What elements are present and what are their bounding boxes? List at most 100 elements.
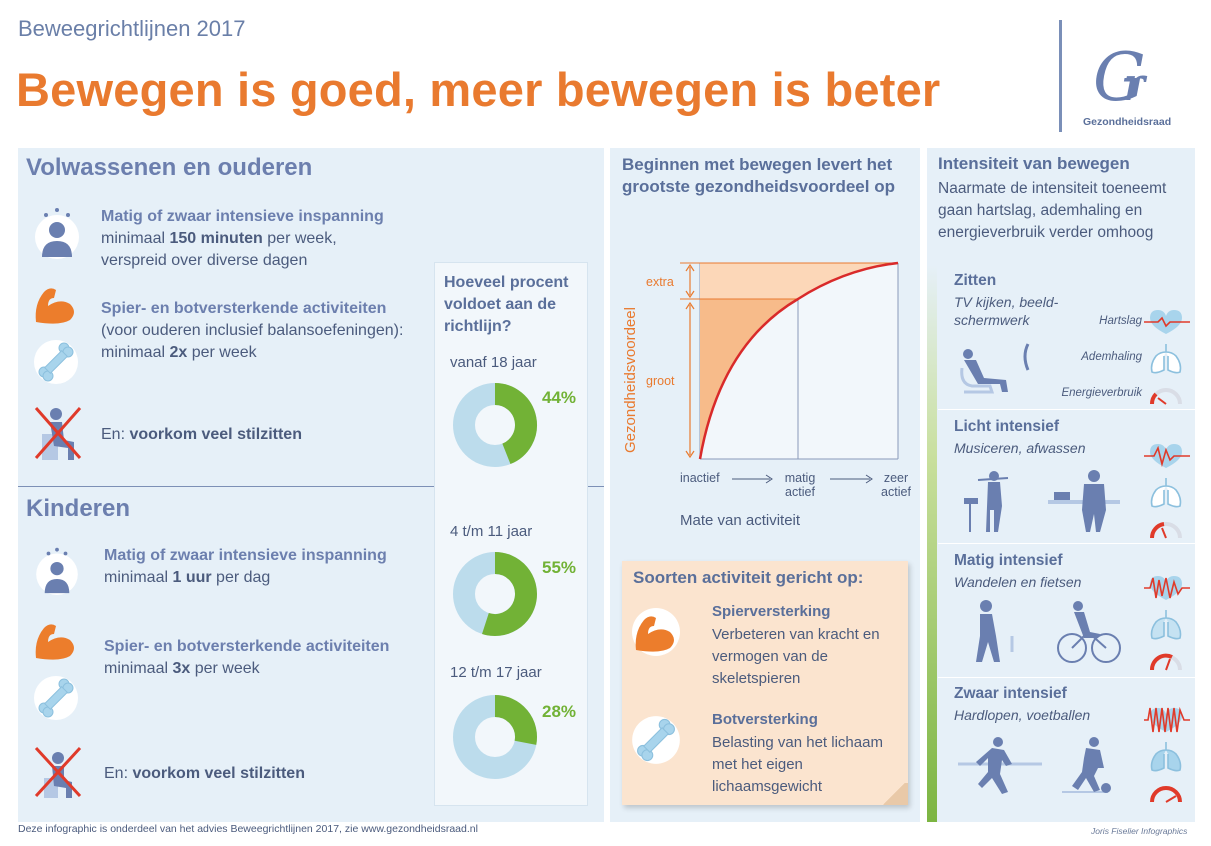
intensity-gradient-bar: [927, 265, 937, 822]
intensity-desc: Naarmate de intensiteit toeneemt gaan ha…: [938, 180, 1167, 241]
level-sub: TV kijken, beeld-: [954, 294, 1059, 310]
level-title-matig: Matig intensief: [954, 552, 1063, 569]
x-label-inactief: inactief: [680, 471, 720, 485]
adults-item2-line1: (voor ouderen inclusief balansoefeningen…: [101, 322, 404, 339]
bone-icon: [34, 676, 78, 720]
walker-cyclist-icon: [976, 600, 1121, 663]
age-label: 12 t/m 17 jaar: [450, 664, 542, 681]
lungs-icon: [1150, 610, 1182, 640]
donut-chart: [453, 552, 537, 636]
heartbeat-icon: [1144, 444, 1190, 468]
intensity-title: Intensiteit van bewegen: [938, 154, 1130, 173]
level-sub: schermwerk: [954, 312, 1030, 328]
person-sweat-icon: [36, 547, 78, 596]
level-sub: Hardlopen, voetballen: [954, 707, 1091, 723]
svg-text:G: G: [1093, 39, 1146, 116]
heartbeat-icon: [1144, 706, 1190, 733]
percent-value: 55%: [542, 558, 577, 577]
indicator-column-zwaar: [1144, 706, 1190, 803]
benefit-curve: [698, 261, 899, 460]
percent-value: 28%: [542, 702, 577, 721]
logo-text: Gezondheidsraad: [1083, 116, 1172, 128]
children-item1-line1: minimaal 1 uur per dag: [104, 569, 271, 586]
bone-icon: [632, 716, 680, 764]
activity-types-title: Soorten activiteit gericht op:: [633, 568, 864, 587]
percent-heading: Hoeveel procent voldoet aan de richtlijn…: [444, 274, 569, 335]
donut-chart: [453, 695, 537, 779]
children-item3: En: voorkom veel stilzitten: [104, 765, 305, 782]
section-divider-left: [18, 486, 434, 487]
children-item2-title: Spier- en botversterkende activiteiten: [104, 638, 390, 655]
level-sub: Wandelen en fietsen: [954, 574, 1082, 590]
children-item2-line1: minimaal 3x per week: [104, 660, 260, 677]
person-sweat-icon: [35, 208, 79, 259]
level-title-zwaar: Zwaar intensief: [954, 685, 1067, 702]
adults-item2-line2: minimaal 2x per week: [101, 344, 257, 361]
spier-text: Verbeteren van kracht en vermogen van de…: [712, 626, 880, 687]
adults-item1-line1: minimaal 150 minuten per week,: [101, 230, 337, 247]
muscle-arm-icon: [35, 288, 74, 324]
spier-title: Spierversterking: [712, 603, 831, 620]
donut-filled-arc: [494, 383, 537, 465]
legend-energie: Energieverbruik: [1061, 387, 1142, 399]
bot-title: Botversterking: [712, 711, 818, 728]
bot-text: Belasting van het lichaam met het eigen …: [712, 734, 883, 795]
footer-text: Deze infographic is onderdeel van het ad…: [18, 823, 478, 835]
lungs-icon: [1150, 478, 1182, 508]
y-axis-label: Gezondheidsvoordeel: [622, 307, 639, 453]
no-sitting-icon: [34, 746, 82, 798]
adults-item1-title: Matig of zwaar intensieve inspanning: [101, 208, 384, 225]
logo-divider: [1059, 20, 1062, 132]
percent-value: 44%: [542, 388, 577, 407]
x-axis-title: Mate van activiteit: [680, 512, 801, 529]
muscle-arm-icon: [632, 608, 680, 656]
bone-icon: [34, 340, 78, 384]
adults-item1-line2: verspreid over diverse dagen: [101, 252, 308, 269]
indicator-column-matig: [1144, 576, 1190, 671]
level-title-zitten: Zitten: [954, 272, 997, 289]
benefit-curve-chart: [680, 261, 899, 484]
lungs-icon: [1150, 742, 1182, 772]
indicator-column-zitten: [1144, 310, 1190, 405]
donut-filled-arc: [494, 695, 537, 745]
indicator-column-licht: [1144, 444, 1190, 539]
adults-item3: En: voorkom veel stilzitten: [101, 426, 302, 443]
page-title: Bewegen is goed, meer bewegen is beter: [16, 63, 941, 116]
area-extra: [700, 263, 898, 299]
children-title: Kinderen: [26, 495, 131, 522]
muscle-arm-icon: [35, 624, 74, 660]
legend-hartslag: Hartslag: [1099, 315, 1142, 327]
donut-chart: [453, 383, 537, 467]
x-label-matig: matig actief: [784, 471, 816, 499]
level-title-licht: Licht intensief: [954, 418, 1060, 435]
middle-title: Beginnen met bewegen levert het grootste…: [622, 155, 895, 196]
energy-gauge-icon: [1149, 653, 1182, 671]
adults-title: Volwassenen en ouderen: [26, 154, 313, 181]
energy-gauge-icon: [1150, 388, 1182, 405]
runner-footballer-icon: [958, 737, 1111, 794]
band-label-extra: extra: [646, 275, 674, 289]
no-sitting-icon: [34, 407, 82, 460]
header-subtitle: Beweegrichtlijnen 2017: [18, 16, 246, 41]
person-sitting-tv-icon: [960, 343, 1030, 394]
area-groot: [700, 299, 798, 459]
lungs-icon: [1150, 344, 1182, 374]
footer-credit: Joris Fiselier Infographics: [1091, 826, 1188, 836]
children-item1-title: Matig of zwaar intensieve inspanning: [104, 547, 387, 564]
energy-gauge-icon: [1150, 786, 1182, 803]
age-label: 4 t/m 11 jaar: [450, 523, 533, 540]
section-divider-right: [588, 486, 604, 487]
heartbeat-icon: [1144, 576, 1190, 600]
level-sub: Musiceren, afwassen: [954, 440, 1086, 456]
energy-gauge-icon: [1149, 522, 1182, 539]
intensity-separator: [938, 677, 1195, 678]
adults-item2-title: Spier- en botversterkende activiteiten: [101, 300, 387, 317]
svg-text:r: r: [1123, 57, 1148, 111]
intensity-separator: [938, 543, 1195, 544]
musician-dishwasher-icon: [964, 470, 1120, 532]
heartbeat-icon: [1144, 310, 1190, 334]
donut-filled-arc: [482, 552, 537, 636]
legend-ademhaling: Ademhaling: [1081, 351, 1142, 363]
activity-types-note: [622, 561, 908, 805]
gezondheidsraad-logo-icon: G r: [1093, 39, 1148, 116]
